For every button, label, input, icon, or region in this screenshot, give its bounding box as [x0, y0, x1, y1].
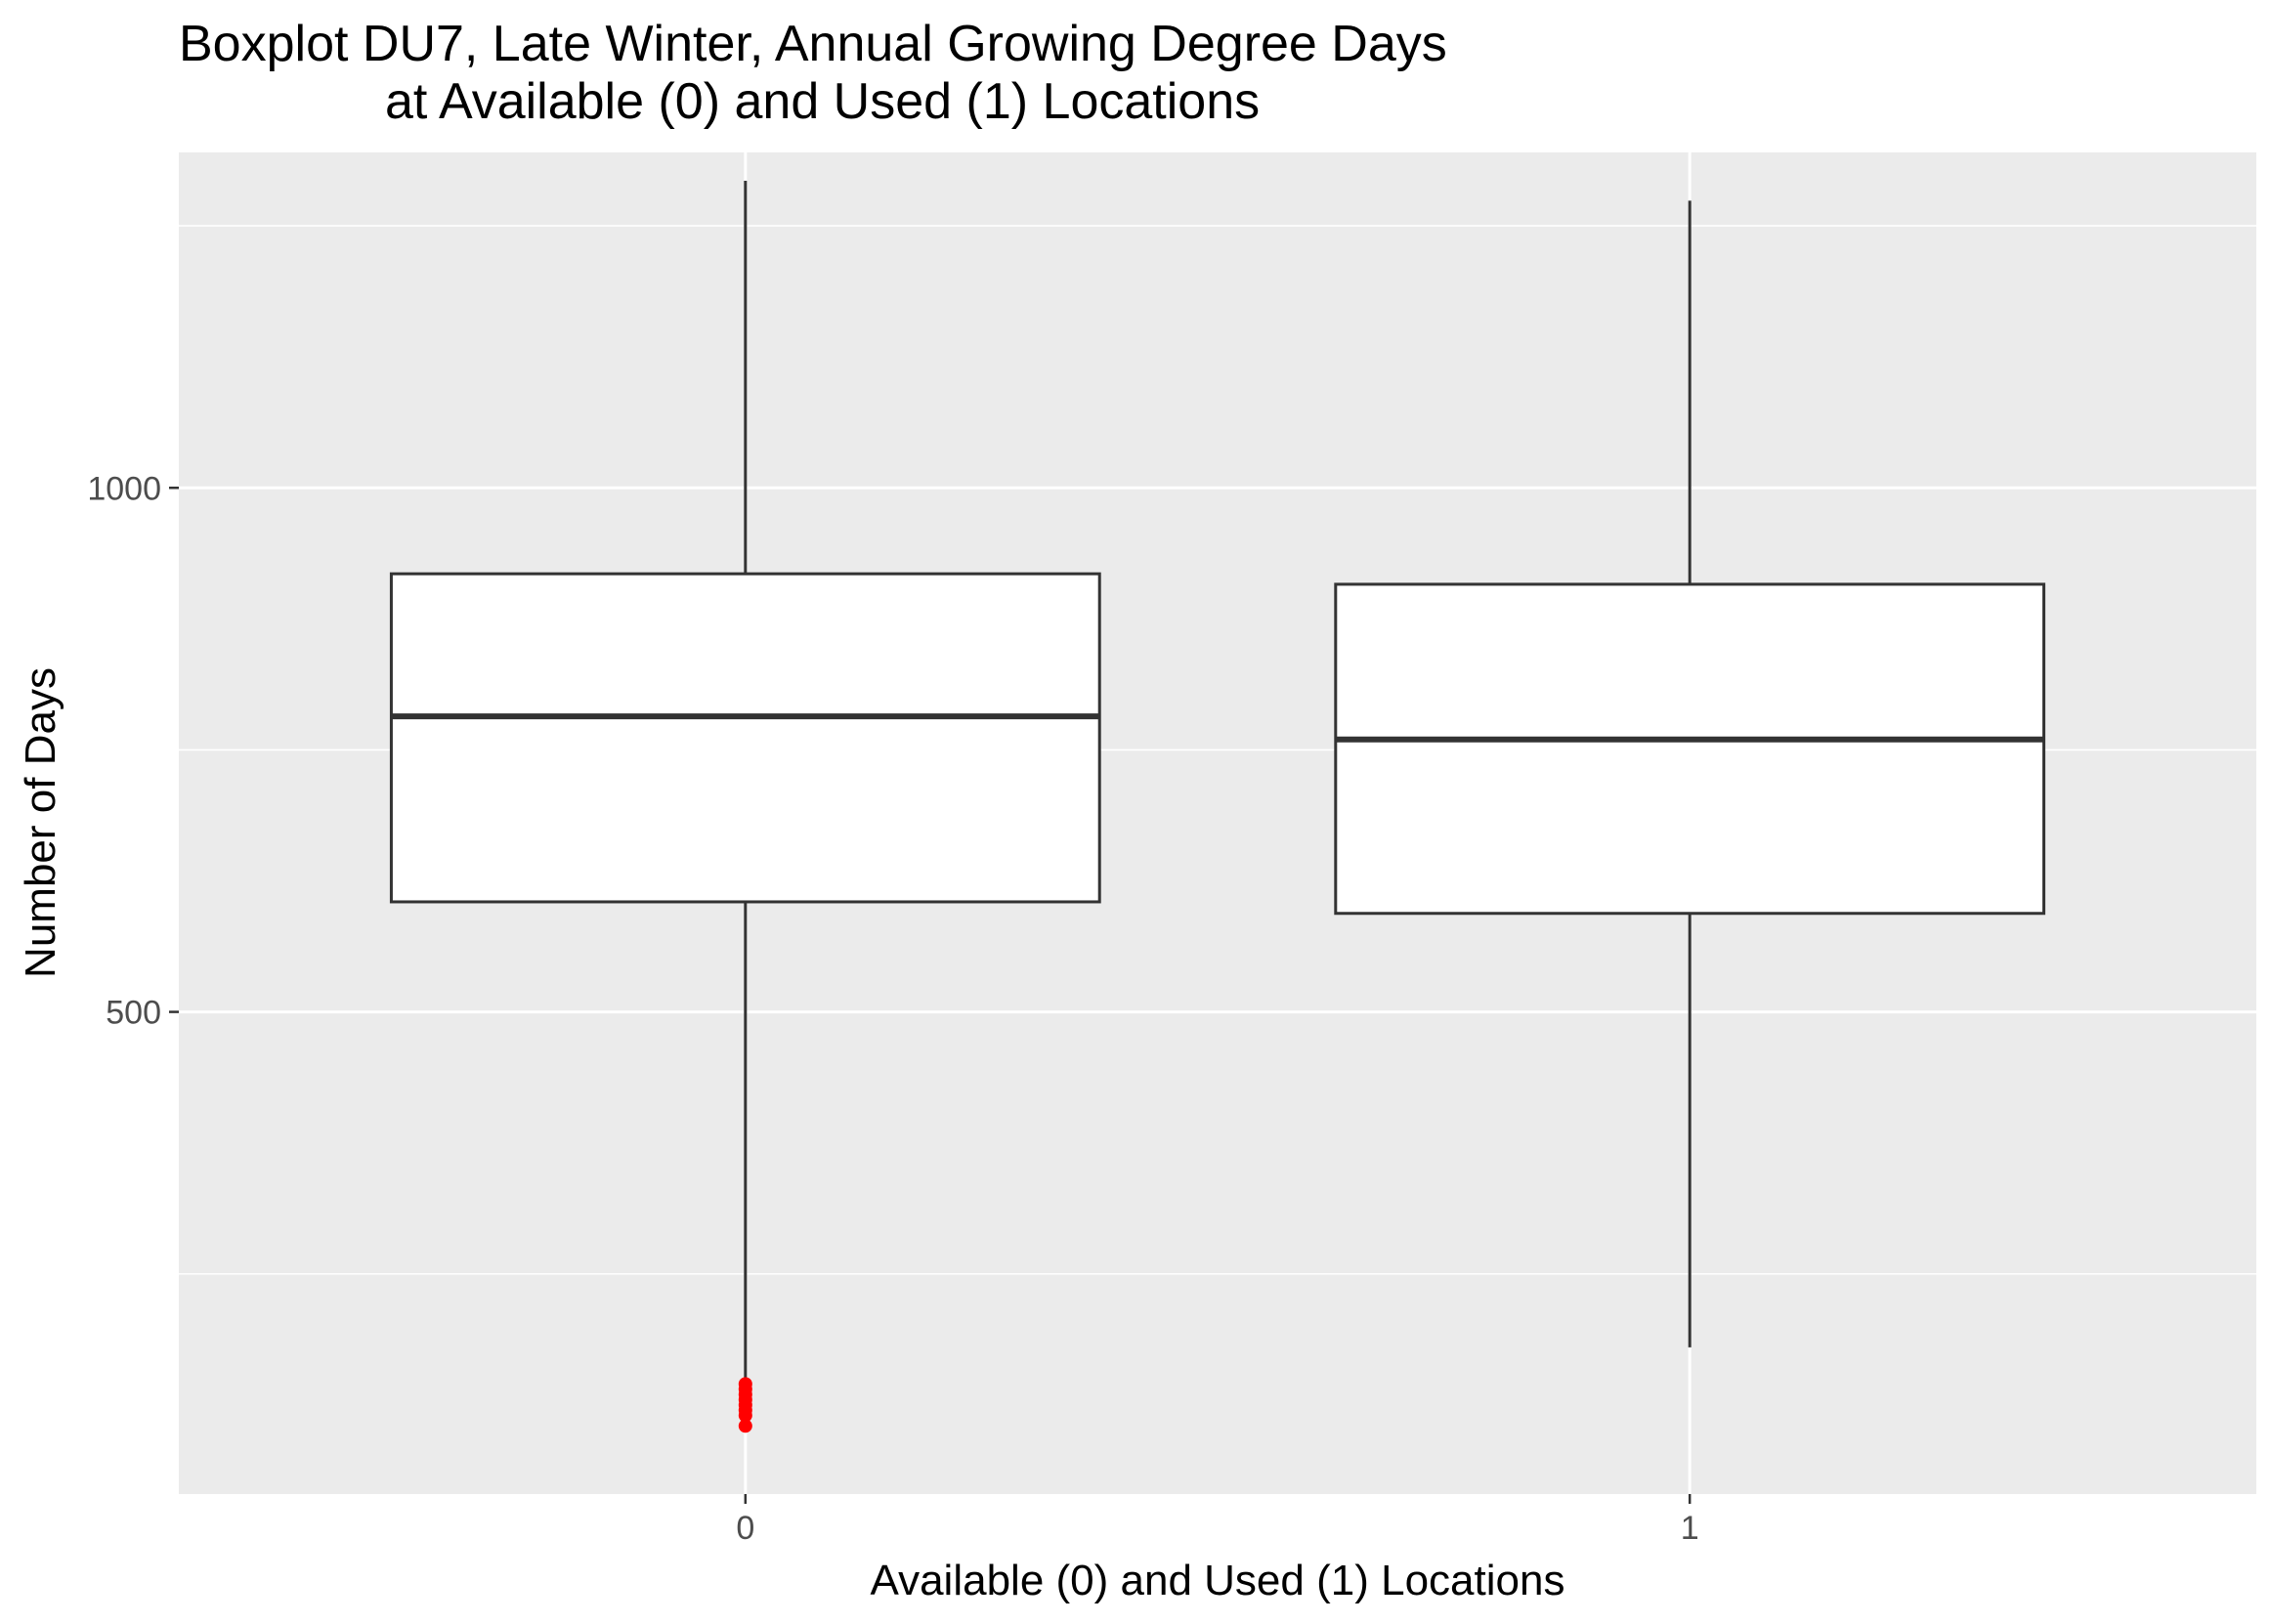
y-tick-label: 1000: [87, 470, 161, 507]
chart-marks: [389, 180, 2046, 1433]
box-group-1: [1334, 200, 2046, 1347]
outlier-point: [738, 1419, 752, 1433]
y-axis: 500 1000: [87, 470, 179, 1032]
y-axis-title: Number of Days: [17, 667, 64, 978]
box-group-0: [389, 180, 1101, 1382]
box-iqr: [1334, 582, 2046, 916]
x-axis-title: Available (0) and Used (1) Locations: [871, 1557, 1565, 1604]
box-iqr: [389, 572, 1101, 904]
chart-title-line-1: Boxplot DU7, Late Winter, Annual Growing…: [179, 16, 1447, 72]
x-tick-label: 1: [1681, 1510, 1699, 1547]
y-tick-label: 500: [106, 995, 161, 1032]
x-tick-label: 0: [736, 1510, 754, 1547]
chart-title-line-2: at Available (0) and Used (1) Locations: [385, 73, 1260, 130]
outlier-point: [738, 1408, 752, 1423]
